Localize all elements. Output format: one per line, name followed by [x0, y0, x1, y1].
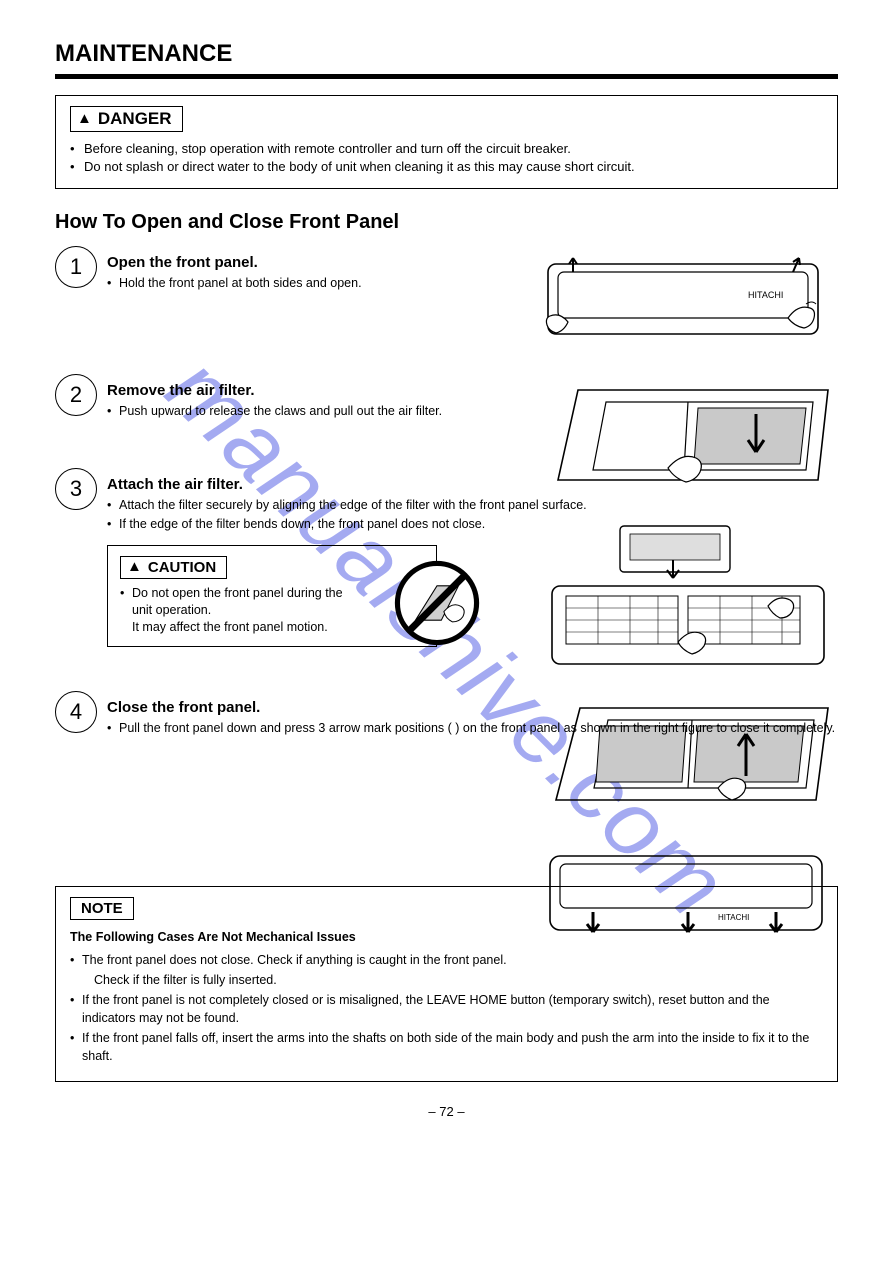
title-rule [55, 74, 838, 79]
caution-label-text: CAUTION [148, 559, 216, 576]
bullet-icon: • [107, 720, 119, 737]
step-number: 1 [55, 246, 97, 288]
step-2: 2 Remove the air filter. •Push upward to… [55, 374, 838, 422]
warning-triangle-icon: ▲ [77, 110, 92, 127]
caution-box: ▲ CAUTION •Do not open the front panel du… [107, 545, 437, 647]
danger-label-text: DANGER [98, 109, 172, 128]
step-heading: Remove the air filter. [107, 382, 442, 399]
note-label: NOTE [70, 897, 134, 920]
bullet-icon: • [70, 951, 82, 969]
prohibit-icon [394, 560, 480, 646]
bullet-icon: • [70, 1029, 82, 1065]
step-3: 3 Attach the air filter. •Attach the fil… [55, 468, 838, 646]
note-line: Check if the filter is fully inserted. [94, 971, 277, 989]
bullet-icon: • [70, 158, 84, 176]
step-text: If the edge of the filter bends down, th… [119, 516, 485, 533]
danger-line: Before cleaning, stop operation with rem… [84, 140, 571, 158]
danger-line: Do not splash or direct water to the bod… [84, 158, 635, 176]
bullet-icon: • [107, 403, 119, 420]
step-text: Hold the front panel at both sides and o… [119, 275, 362, 292]
blank-bullet [82, 971, 94, 989]
bullet-icon: • [107, 497, 119, 514]
danger-box: ▲ DANGER •Before cleaning, stop operation… [55, 95, 838, 189]
note-line: If the front panel is not completely clo… [82, 991, 823, 1027]
note-line: If the front panel falls off, insert the… [82, 1029, 823, 1065]
blank-bullet [120, 619, 132, 636]
caution-line: Do not open the front panel during the u… [132, 585, 366, 619]
step-heading: Open the front panel. [107, 254, 362, 271]
step-number: 3 [55, 468, 97, 510]
caution-line: It may affect the front panel motion. [132, 619, 328, 636]
step-text: Push upward to release the claws and pul… [119, 403, 442, 420]
step-text: Attach the filter securely by aligning t… [119, 497, 587, 514]
figure-close-panel: HITACHI [538, 842, 838, 952]
step-4: 4 Close the front panel. •Pull the front… [55, 691, 838, 739]
step-number: 4 [55, 691, 97, 733]
step-heading: Attach the air filter. [107, 476, 587, 493]
warning-triangle-icon: ▲ [127, 558, 142, 575]
section-title: How To Open and Close Front Panel [55, 211, 838, 234]
svg-text:HITACHI: HITACHI [718, 913, 749, 922]
step-1: 1 Open the front panel. •Hold the front … [55, 246, 838, 294]
bullet-icon: • [107, 275, 119, 292]
bullet-icon: • [70, 991, 82, 1027]
steps-container: HITACHI [55, 246, 838, 868]
bullet-icon: • [120, 585, 132, 619]
bullet-icon: • [107, 516, 119, 533]
danger-label: ▲ DANGER [70, 106, 183, 132]
step-heading: Close the front panel. [107, 699, 835, 716]
note-line: The front panel does not close. Check if… [82, 951, 507, 969]
page-number: – 72 – [55, 1104, 838, 1119]
step-text: Pull the front panel down and press 3 ar… [119, 720, 835, 737]
step-number: 2 [55, 374, 97, 416]
caution-label: ▲ CAUTION [120, 556, 227, 579]
page-title: MAINTENANCE [55, 40, 838, 68]
bullet-icon: • [70, 140, 84, 158]
